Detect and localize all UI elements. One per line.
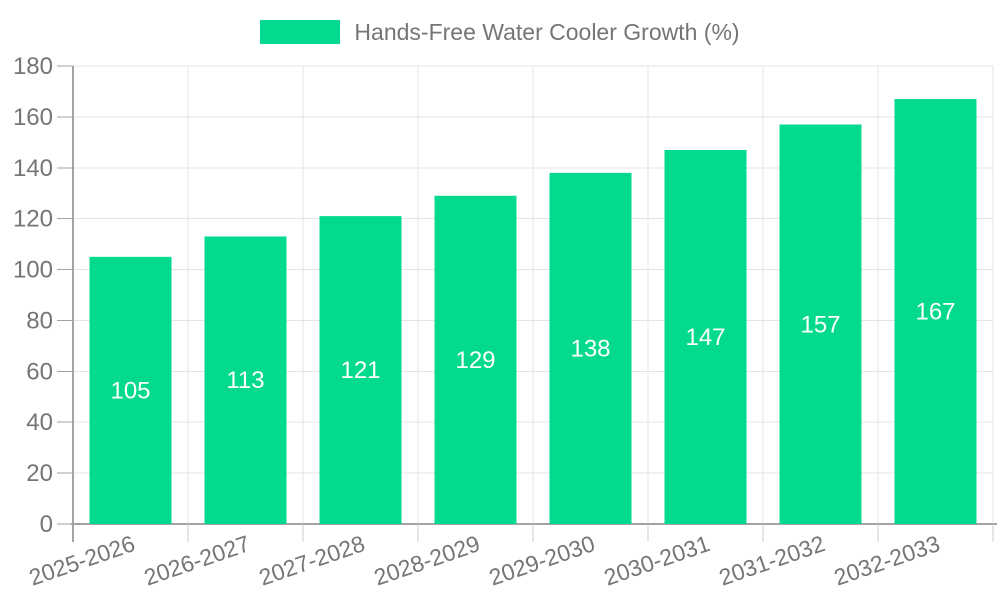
chart-legend[interactable]: Hands-Free Water Cooler Growth (%) (0, 20, 1000, 44)
y-axis-tick-labels: 0 20 40 60 80 100 120 140 160 180 (13, 53, 53, 538)
bar[interactable] (779, 124, 862, 525)
bar[interactable] (894, 99, 977, 525)
y-tick-label: 40 (26, 409, 53, 436)
bar-value-label: 121 (340, 357, 380, 384)
bar-series (89, 99, 977, 525)
x-tick-label: 2030-2031 (601, 530, 713, 590)
y-tick-label: 0 (40, 511, 53, 538)
bar[interactable] (549, 172, 632, 524)
x-tick-label: 2032-2033 (831, 530, 943, 590)
x-tick-label: 2026-2027 (141, 530, 253, 590)
axis-ticks (57, 65, 994, 542)
x-tick-label: 2029-2030 (486, 530, 598, 590)
y-tick-label: 80 (26, 307, 53, 334)
x-tick-label: 2028-2029 (371, 530, 483, 590)
bar-value-label: 147 (685, 324, 725, 351)
bar-value-label: 113 (226, 367, 264, 394)
y-tick-label: 140 (13, 155, 53, 182)
bar-value-labels: 105 113 121 129 138 147 157 167 (110, 299, 955, 405)
bar[interactable] (664, 149, 747, 524)
y-tick-label: 60 (26, 358, 53, 385)
x-axis-tick-labels: 2025-2026 2026-2027 2027-2028 2028-2029 2029… (26, 530, 943, 590)
legend-label: Hands-Free Water Cooler Growth (%) (354, 19, 740, 45)
bar-value-label: 167 (915, 299, 955, 326)
y-tick-label: 100 (13, 257, 53, 284)
legend-swatch (260, 20, 341, 44)
y-tick-label: 160 (13, 104, 53, 131)
x-tick-label: 2027-2028 (256, 530, 368, 590)
bar[interactable] (319, 216, 402, 524)
y-tick-label: 20 (26, 460, 53, 487)
y-tick-label: 120 (13, 206, 53, 233)
bar-value-label: 157 (800, 311, 840, 338)
x-tick-label: 2031-2032 (716, 530, 828, 590)
bar-value-label: 129 (455, 347, 495, 374)
x-tick-label: 2025-2026 (26, 530, 138, 590)
bar-value-label: 105 (110, 377, 150, 404)
bar-value-label: 138 (570, 335, 610, 362)
bar[interactable] (89, 256, 172, 524)
bar[interactable] (434, 195, 517, 524)
bar[interactable] (204, 236, 287, 524)
y-tick-label: 180 (13, 53, 53, 80)
